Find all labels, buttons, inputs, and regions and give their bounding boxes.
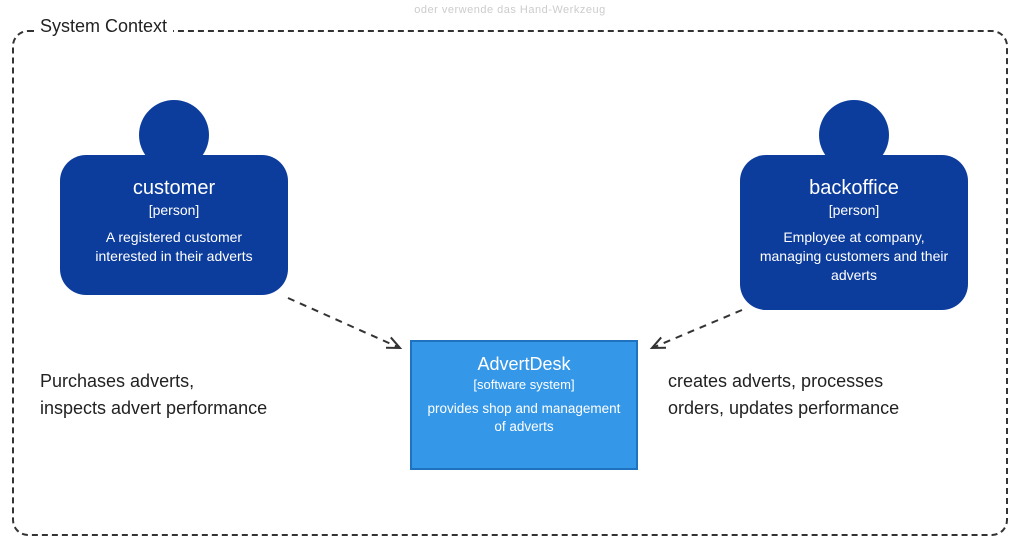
context-container-label: System Context: [34, 16, 173, 37]
person-body: customer [person] A registered customer …: [60, 155, 288, 295]
faded-header-text: oder verwende das Hand-Werkzeug: [0, 4, 1020, 16]
system-title: AdvertDesk: [426, 354, 622, 375]
person-stereotype: [person]: [754, 202, 954, 218]
person-body: backoffice [person] Employee at company,…: [740, 155, 968, 310]
system-advertdesk: AdvertDesk [software system] provides sh…: [410, 340, 638, 470]
person-description: A registered customer interested in thei…: [74, 228, 274, 266]
person-stereotype: [person]: [74, 202, 274, 218]
system-stereotype: [software system]: [426, 377, 622, 392]
person-description: Employee at company, managing customers …: [754, 228, 954, 285]
person-title: backoffice: [754, 177, 954, 200]
person-title: customer: [74, 177, 274, 200]
edge-label-backoffice-to-system: creates adverts, processesorders, update…: [668, 368, 899, 422]
edge-label-customer-to-system: Purchases adverts,inspects advert perfor…: [40, 368, 267, 422]
system-description: provides shop and management of adverts: [426, 400, 622, 436]
